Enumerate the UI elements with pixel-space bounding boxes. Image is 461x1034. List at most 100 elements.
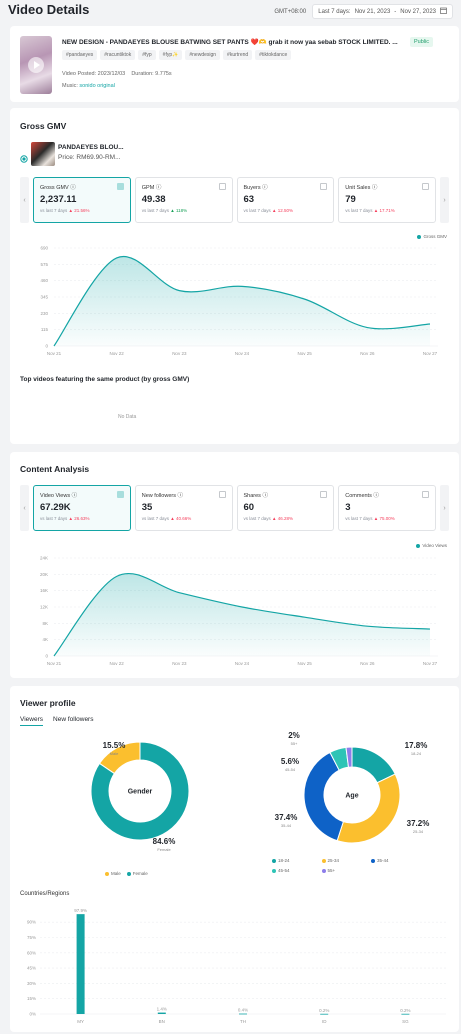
hashtag: #fyp [138, 50, 156, 60]
x-tick-label: MY [77, 1019, 84, 1024]
page-header: Video Details GMT+08:00 Last 7 days: Nov… [0, 0, 461, 24]
product-radio[interactable] [20, 150, 28, 168]
info-icon: ⓘ [262, 185, 268, 191]
tab-viewers[interactable]: Viewers [20, 716, 44, 726]
hashtag: #tiktokdance [255, 50, 292, 60]
metric-change: ▲ 118% [170, 208, 188, 213]
y-tick-label: 12K [40, 605, 48, 610]
metric-video-views[interactable]: Video Views ⓘ 67.29K vs last 7 days ▲ 26… [33, 485, 131, 531]
prev-arrow-icon[interactable]: ‹ [20, 485, 29, 531]
play-icon[interactable] [28, 57, 44, 73]
legend-item[interactable]: 25-34 [321, 858, 372, 863]
next-arrow-icon[interactable]: › [440, 177, 449, 223]
video-thumbnail[interactable] [20, 36, 52, 94]
gross-gmv-card: Gross GMV PANDAEYES BLOU... Price: RM69.… [10, 108, 459, 444]
metric-gross-gmv[interactable]: Gross GMV ⓘ 2,237.11 vs last 7 days ▲ 21… [33, 177, 131, 223]
metric-value: 60 [243, 502, 255, 513]
legend-swatch [416, 543, 421, 548]
legend-swatch [126, 871, 131, 876]
metric-comments[interactable]: Comments ⓘ 3 vs last 7 days ▲ 75.00% [338, 485, 436, 531]
metric-checkbox[interactable] [218, 183, 226, 190]
y-tick-label: 8K [42, 621, 48, 626]
timezone-label: GMT+08:00 [274, 8, 307, 15]
legend-item[interactable]: 35-44 [371, 858, 421, 863]
info-icon: ⓘ [71, 493, 78, 499]
date-range-picker[interactable]: Last 7 days: Nov 21, 2023 - Nov 27, 2023 [312, 4, 453, 19]
metric-change: ▲ 12.50% [272, 208, 293, 213]
metric-unit-sales[interactable]: Unit Sales ⓘ 79 vs last 7 days ▲ 17.71% [338, 177, 436, 223]
section-title: Gross GMV [20, 121, 67, 131]
tab-new-followers[interactable]: New followers [53, 716, 94, 723]
info-icon: ⓘ [371, 185, 378, 191]
metric-change: ▲ 21.56% [68, 208, 90, 213]
x-tick-label: Nov 25 [298, 661, 313, 666]
metric-compare: vs last 7 days [243, 516, 271, 521]
metric-change: ▲ 17.71% [373, 208, 395, 213]
metric-compare: vs last 7 days [345, 208, 373, 213]
legend-label: Gross GMV [423, 234, 447, 239]
metric-checkbox[interactable] [116, 183, 124, 190]
legend-label: 45-54 [278, 868, 290, 873]
x-tick-label: BN [159, 1019, 165, 1024]
prev-arrow-icon[interactable]: ‹ [20, 177, 29, 223]
legend-item[interactable]: 18-24 [272, 858, 322, 863]
metric-gpm[interactable]: GPM ⓘ 49.38 vs last 7 days ▲ 118% [134, 177, 233, 223]
x-tick-label: Nov 23 [172, 661, 187, 666]
legend-swatch [371, 858, 375, 863]
start-date: Nov 21, 2023 [354, 8, 391, 15]
metric-checkbox[interactable] [422, 491, 429, 498]
y-tick-label: 0% [29, 1012, 36, 1017]
content-metric-row: ‹ Video Views ⓘ 67.29K vs last 7 days ▲ … [20, 485, 449, 531]
slice-value-label: 84.6% [153, 837, 176, 846]
legend-item[interactable]: 55+ [321, 868, 372, 873]
x-tick-label: Nov 25 [298, 351, 313, 356]
status-badge: Public [410, 37, 433, 47]
slice-category-label: 25-34 [413, 829, 424, 834]
series-area [54, 256, 430, 346]
slice-category-label: 35-44 [281, 823, 292, 828]
legend-label: 55+ [327, 868, 336, 873]
x-tick-label: Nov 23 [172, 351, 187, 356]
hashtag: #pandaeyes [62, 50, 98, 60]
metric-checkbox[interactable] [320, 491, 328, 498]
music-link[interactable]: sonido original [79, 83, 115, 89]
legend-label: Female [132, 871, 148, 876]
next-arrow-icon[interactable]: › [440, 485, 449, 531]
gender-donut-chart: 15.5%Male 84.6%Female Gender [90, 741, 190, 852]
legend-item[interactable]: Female [126, 871, 148, 876]
donut-center-label: Age [345, 793, 358, 800]
slice-category-label: 18-24 [411, 751, 422, 756]
age-legend: 18-24 25-34 35-44 45-54 55+ [272, 858, 422, 873]
product-image [31, 142, 55, 166]
section-title: Content Analysis [20, 464, 90, 474]
hashtag-list: #pandaeyes #racuntiktok #fyp #fyp✨ #newd… [62, 50, 292, 60]
slice-category-label: Female [157, 847, 171, 852]
hashtag: #fyp✨ [158, 50, 183, 60]
metric-checkbox[interactable] [116, 491, 124, 498]
metric-checkbox[interactable] [422, 183, 429, 190]
y-tick-label: 690 [40, 246, 48, 251]
metric-buyers[interactable]: Buyers ⓘ 63 vs last 7 days ▲ 12.50% [236, 177, 335, 223]
legend-item[interactable]: Male [105, 871, 121, 876]
metric-new-followers[interactable]: New followers ⓘ 35 vs last 7 days ▲ 40.6… [134, 485, 233, 531]
y-tick-label: 75% [27, 935, 36, 940]
legend-item[interactable]: 45-54 [272, 868, 322, 873]
views-line-chart: 0 4K 8K 12K 16K 20K 24K Nov 21 Nov 22 Nov 23 Nov 2… [40, 556, 438, 666]
slice-female [90, 741, 190, 841]
y-tick-label: 0 [45, 654, 48, 659]
viewer-tabs: Viewers New followers [20, 716, 93, 726]
y-tick-label: 575 [40, 262, 48, 267]
metric-value: 63 [243, 194, 255, 205]
metric-checkbox[interactable] [320, 183, 328, 190]
metric-value: 3 [345, 502, 351, 513]
y-tick-label: 24K [40, 556, 48, 561]
hashtag: #racuntiktok [100, 50, 136, 60]
bar-value-label: 1.4% [157, 1007, 167, 1012]
metric-checkbox[interactable] [218, 491, 226, 498]
x-tick-label: Nov 22 [110, 351, 125, 356]
slice-value-label: 17.8% [405, 741, 428, 750]
metric-shares[interactable]: Shares ⓘ 60 vs last 7 days ▲ 46.28% [236, 485, 335, 531]
y-tick-label: 460 [40, 278, 48, 283]
viewer-profile-card: Viewer profile Viewers New followers 15.… [10, 686, 459, 1032]
slice-value-label: 37.4% [275, 813, 298, 822]
